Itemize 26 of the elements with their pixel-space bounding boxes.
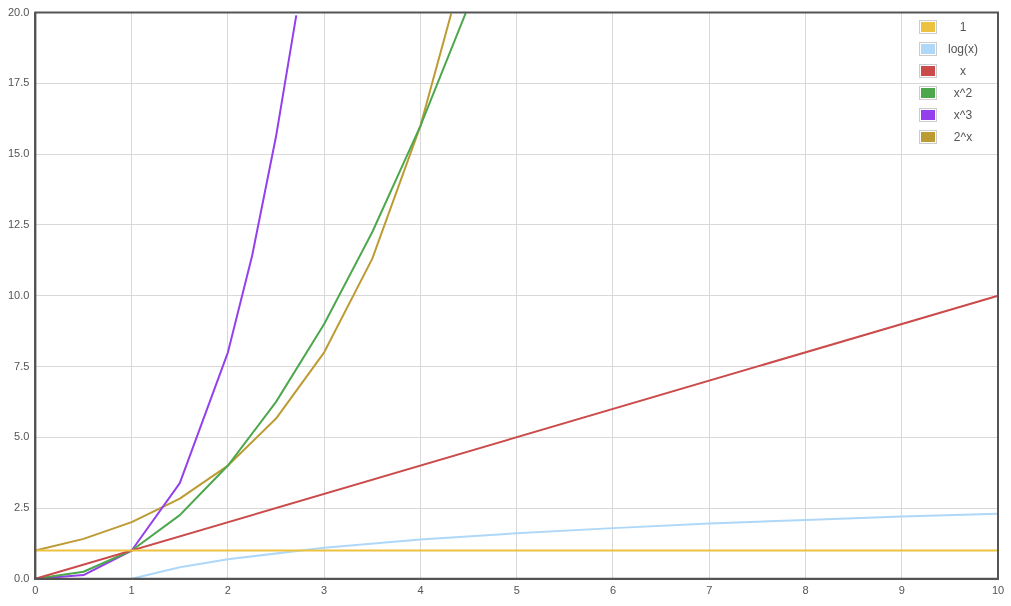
y-tick-label: 5.0 xyxy=(14,430,30,443)
x-tick-label: 9 xyxy=(898,584,905,597)
y-tick-label: 7.5 xyxy=(14,359,30,372)
y-tick-label: 20.0 xyxy=(7,5,30,18)
legend-label: 2^x xyxy=(952,130,974,144)
y-tick-label: 17.5 xyxy=(7,76,30,89)
x-tick-label: 0 xyxy=(32,584,39,597)
legend-label: log(x) xyxy=(947,42,979,56)
x-tick-label: 7 xyxy=(706,584,713,597)
x-tick-label: 8 xyxy=(802,584,809,597)
legend-label: 1 xyxy=(958,20,968,34)
x-tick-label: 5 xyxy=(513,584,520,597)
y-tick-label: 12.5 xyxy=(7,217,30,230)
legend-label: x xyxy=(959,64,967,78)
y-tick-label: 15.0 xyxy=(7,147,30,160)
x-tick-label: 10 xyxy=(991,584,1005,597)
legend-label: x^2 xyxy=(952,86,974,100)
x-tick-label: 2 xyxy=(224,584,231,597)
x-tick-label: 6 xyxy=(609,584,617,597)
y-tick-label: 0.0 xyxy=(14,571,30,584)
x-tick-label: 4 xyxy=(417,584,424,597)
y-tick-label: 2.5 xyxy=(14,501,30,514)
x-tick-label: 1 xyxy=(128,584,135,597)
y-tick-label: 10.0 xyxy=(7,288,30,301)
x-tick-label: 3 xyxy=(321,584,328,597)
legend-label: x^3 xyxy=(952,108,974,122)
